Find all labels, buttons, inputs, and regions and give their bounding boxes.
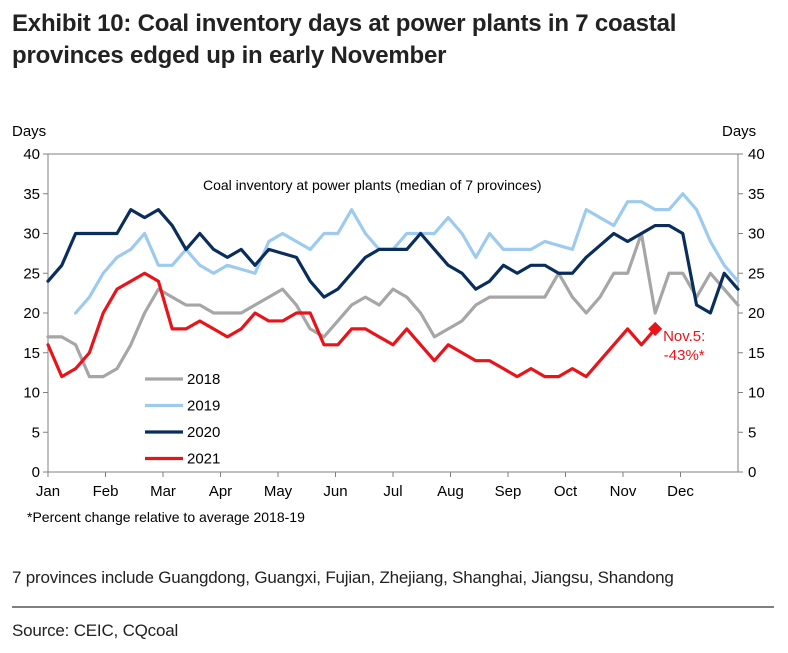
y-tick-label-right: 15 bbox=[748, 345, 765, 362]
y-tick-label-right: 35 bbox=[748, 186, 765, 203]
series-line-2020 bbox=[46, 208, 740, 315]
x-tick-label-jun: Jun bbox=[323, 483, 347, 500]
y-axis-label-right: Days bbox=[722, 123, 756, 140]
x-axis: Jan Feb Mar Apr May Jun Jul Aug Sep Oct Nov Dec bbox=[36, 472, 694, 500]
x-tick-label-mar: Mar bbox=[150, 483, 176, 500]
coal-inventory-chart: Days Days 0 5 10 15 20 25 30 35 40 0 5 10 15 20 25 30 3… bbox=[12, 123, 765, 525]
y-tick-label-left: 30 bbox=[23, 226, 40, 243]
nov5-annotation-date: Nov.5: bbox=[663, 328, 705, 345]
x-tick-label-dec: Dec bbox=[667, 483, 694, 500]
y-tick-label-left: 15 bbox=[23, 345, 40, 362]
y-tick-label-left: 5 bbox=[32, 424, 40, 441]
legend-label-2020: 2020 bbox=[187, 424, 220, 441]
x-tick-label-apr: Apr bbox=[209, 483, 232, 500]
y-tick-label-left: 10 bbox=[23, 385, 40, 402]
y-axis-right: 0 5 10 15 20 25 30 35 40 bbox=[738, 146, 765, 481]
divider bbox=[12, 606, 774, 608]
y-tick-label-right: 30 bbox=[748, 226, 765, 243]
chart-inner-title: Coal inventory at power plants (median o… bbox=[203, 177, 542, 193]
annotation-layer: Nov.5: -43%* bbox=[648, 321, 705, 364]
title-line-1: Exhibit 10: Coal inventory days at power… bbox=[12, 10, 677, 37]
series-line-2021 bbox=[46, 271, 657, 379]
y-axis-label-left: Days bbox=[12, 123, 46, 140]
nov5-annotation-change: -43%* bbox=[664, 347, 705, 364]
title-line-2: provinces edged up in early November bbox=[12, 42, 447, 69]
x-tick-label-aug: Aug bbox=[437, 483, 464, 500]
nov5-marker bbox=[648, 321, 663, 336]
legend-label-2021: 2021 bbox=[187, 451, 220, 468]
y-tick-label-left: 20 bbox=[23, 305, 40, 322]
legend-label-2018: 2018 bbox=[187, 371, 220, 388]
exhibit-title: Exhibit 10: Coal inventory days at power… bbox=[12, 8, 782, 72]
y-tick-label-right: 10 bbox=[748, 385, 765, 402]
x-tick-label-may: May bbox=[264, 483, 293, 500]
x-tick-label-oct: Oct bbox=[554, 483, 578, 500]
legend: 2018 2019 2020 2021 bbox=[145, 371, 220, 468]
x-tick-label-jan: Jan bbox=[36, 483, 60, 500]
series-line-2019 bbox=[73, 192, 740, 315]
y-tick-label-right: 20 bbox=[748, 305, 765, 322]
chart-footnote: *Percent change relative to average 2018… bbox=[27, 509, 305, 525]
y-tick-label-left: 40 bbox=[23, 146, 40, 163]
y-tick-label-left: 35 bbox=[23, 186, 40, 203]
source-line: Source: CEIC, CQcoal bbox=[12, 621, 179, 640]
y-tick-label-right: 25 bbox=[748, 265, 765, 282]
series-line-2018 bbox=[46, 231, 740, 379]
series-layer bbox=[46, 192, 740, 379]
x-tick-label-feb: Feb bbox=[93, 483, 119, 500]
provinces-note: 7 provinces include Guangdong, Guangxi, … bbox=[12, 568, 674, 587]
y-tick-label-right: 40 bbox=[748, 146, 765, 163]
y-tick-label-left: 25 bbox=[23, 265, 40, 282]
y-tick-label-left: 0 bbox=[32, 464, 40, 481]
x-tick-label-sep: Sep bbox=[495, 483, 522, 500]
x-tick-label-jul: Jul bbox=[383, 483, 402, 500]
legend-label-2019: 2019 bbox=[187, 398, 220, 415]
x-tick-label-nov: Nov bbox=[610, 483, 637, 500]
y-tick-label-right: 5 bbox=[748, 424, 756, 441]
y-tick-label-right: 0 bbox=[748, 464, 756, 481]
y-axis-left: 0 5 10 15 20 25 30 35 40 bbox=[23, 146, 48, 481]
